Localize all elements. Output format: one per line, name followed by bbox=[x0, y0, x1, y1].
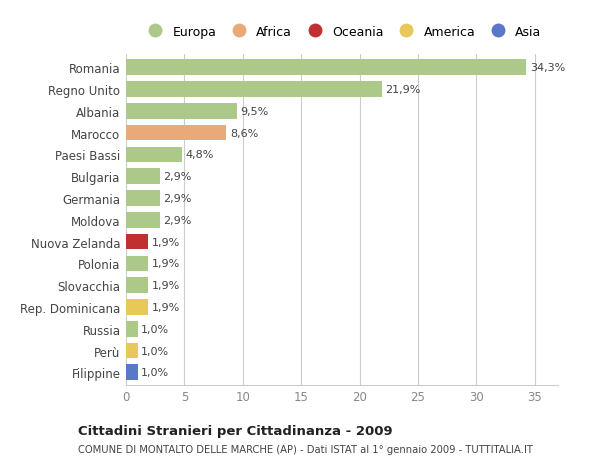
Text: 1,0%: 1,0% bbox=[141, 324, 169, 334]
Bar bbox=[126, 365, 137, 381]
Bar bbox=[126, 191, 160, 207]
Text: 2,9%: 2,9% bbox=[163, 172, 192, 182]
Bar bbox=[126, 321, 137, 337]
Text: 4,8%: 4,8% bbox=[185, 150, 214, 160]
Text: 1,0%: 1,0% bbox=[141, 368, 169, 377]
Bar bbox=[126, 278, 148, 293]
Bar bbox=[126, 234, 148, 250]
Text: 1,9%: 1,9% bbox=[152, 237, 180, 247]
Bar bbox=[126, 104, 237, 119]
Bar bbox=[126, 256, 148, 272]
Text: COMUNE DI MONTALTO DELLE MARCHE (AP) - Dati ISTAT al 1° gennaio 2009 - TUTTITALI: COMUNE DI MONTALTO DELLE MARCHE (AP) - D… bbox=[78, 444, 533, 454]
Bar bbox=[126, 213, 160, 228]
Text: 1,0%: 1,0% bbox=[141, 346, 169, 356]
Legend: Europa, Africa, Oceania, America, Asia: Europa, Africa, Oceania, America, Asia bbox=[140, 23, 544, 41]
Text: 9,5%: 9,5% bbox=[241, 106, 269, 117]
Text: 2,9%: 2,9% bbox=[163, 215, 192, 225]
Text: 21,9%: 21,9% bbox=[385, 85, 421, 95]
Text: 1,9%: 1,9% bbox=[152, 302, 180, 312]
Text: 1,9%: 1,9% bbox=[152, 280, 180, 291]
Text: 1,9%: 1,9% bbox=[152, 259, 180, 269]
Text: 8,6%: 8,6% bbox=[230, 129, 258, 138]
Text: 34,3%: 34,3% bbox=[530, 63, 565, 73]
Bar bbox=[126, 169, 160, 185]
Bar bbox=[126, 125, 226, 141]
Bar bbox=[126, 343, 137, 358]
Bar bbox=[126, 147, 182, 163]
Text: 2,9%: 2,9% bbox=[163, 194, 192, 204]
Bar bbox=[126, 82, 382, 98]
Bar bbox=[126, 299, 148, 315]
Bar bbox=[126, 60, 526, 76]
Text: Cittadini Stranieri per Cittadinanza - 2009: Cittadini Stranieri per Cittadinanza - 2… bbox=[78, 425, 392, 437]
